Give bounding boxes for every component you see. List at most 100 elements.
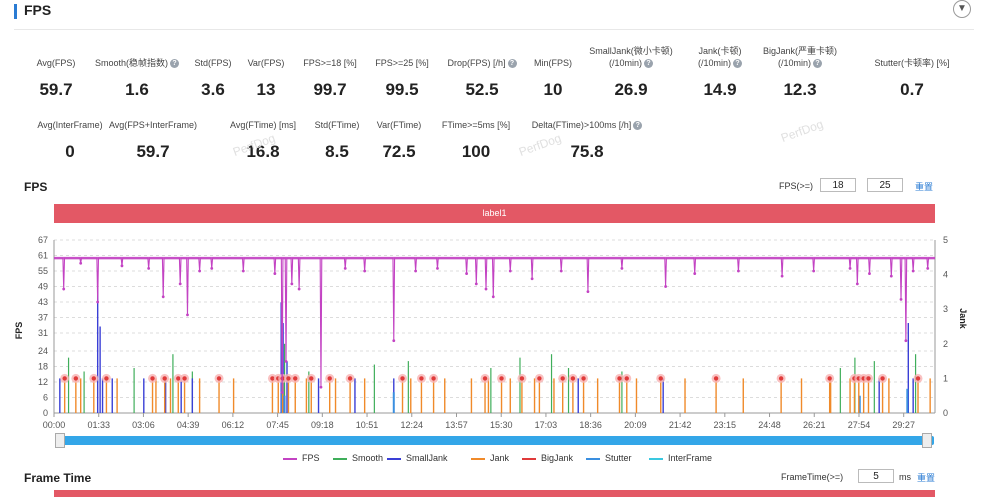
metric-label-text: Delta(FTime)>100ms [/h] (531, 120, 632, 130)
bigjank-marker (866, 376, 871, 381)
legend-item[interactable]: Stutter (586, 453, 632, 463)
x-tick-label: 26:21 (803, 420, 826, 430)
metric-label-text: Var(FPS) (247, 58, 285, 68)
frametime-threshold-input[interactable]: 5 (858, 469, 894, 483)
y-left-tick-label: 31 (38, 328, 48, 338)
bigjank-marker (537, 376, 542, 381)
metric-label: BigJank(严重卡顿) (/10min)? (730, 45, 870, 69)
bigjank-marker (519, 376, 525, 381)
bigjank-marker (419, 376, 424, 381)
x-tick-label: 29:27 (892, 420, 915, 430)
fps-point (120, 264, 124, 268)
y-right-tick-label: 4 (943, 270, 948, 280)
legend-item[interactable]: Jank (471, 453, 509, 463)
fps-point (855, 282, 859, 286)
fps-point (161, 295, 165, 299)
x-tick-label: 00:00 (43, 420, 66, 430)
time-range-slider[interactable] (58, 436, 934, 445)
metric-value: 10 (543, 80, 563, 99)
metric-label-text: Avg(FTime) [ms] (229, 120, 296, 130)
bigjank-marker (570, 376, 576, 381)
slider-handle-left[interactable] (55, 433, 65, 448)
x-tick-label: 04:39 (177, 420, 200, 430)
bigjank-marker (327, 376, 332, 381)
metric-value: 59.7 (136, 142, 170, 161)
legend-item[interactable]: InterFrame (649, 453, 712, 463)
fps-point (297, 287, 301, 291)
y-left-axis-title: FPS (14, 322, 24, 340)
section-title: FPS (24, 2, 52, 18)
metric-value: 0 (65, 142, 75, 161)
y-right-axis-title: Jank (958, 308, 968, 330)
help-icon[interactable]: ? (633, 121, 643, 131)
fps-point (280, 390, 284, 394)
fps-reset-link[interactable]: 重置 (915, 182, 934, 192)
fps-point (737, 269, 740, 273)
frametime-reset-link[interactable]: 重置 (917, 473, 936, 483)
metric-label: Drop(FPS) [/h]? (412, 57, 552, 69)
help-icon[interactable]: ? (733, 59, 742, 69)
metric-label: Avg(FPS+InterFrame) (83, 119, 223, 131)
fps-threshold-input-2[interactable]: 25 (867, 178, 903, 192)
y-left-tick-label: 24 (38, 346, 48, 356)
metric-value: 14.9 (703, 80, 737, 99)
legend-item[interactable]: BigJank (522, 453, 573, 463)
y-right-tick-label: 0 (943, 408, 948, 418)
fps-point (79, 261, 83, 265)
slider-handle-right[interactable] (922, 433, 932, 448)
fps-point (926, 267, 930, 270)
y-left-tick-label: 6 (43, 393, 48, 403)
bigjank-marker (216, 376, 222, 381)
fps-point (868, 272, 871, 275)
fps-point (664, 285, 668, 288)
legend-swatch (387, 457, 401, 460)
chevron-down-icon: ▼ (957, 3, 967, 14)
bigjank-marker (104, 376, 109, 381)
legend-item[interactable]: Smooth (333, 453, 383, 463)
x-tick-label: 07:45 (266, 420, 289, 430)
help-icon[interactable]: ? (644, 59, 653, 69)
metric-value: 59.7 (39, 80, 73, 99)
metric-label: FPS>=18 [%] (260, 57, 400, 69)
fps-point (812, 269, 816, 273)
fps-point (848, 267, 852, 270)
fps-point (319, 385, 323, 389)
metric-label: Min(FPS) (483, 57, 623, 69)
bigjank-marker (915, 376, 921, 381)
label-band[interactable]: label1 (54, 204, 935, 223)
legend-item[interactable]: FPS (283, 453, 320, 463)
legend-item[interactable]: SmallJank (387, 453, 448, 463)
metric-label-text: Jank(卡顿) (698, 46, 742, 56)
bigjank-marker (482, 376, 488, 381)
bigjank-marker (309, 376, 314, 381)
bigjank-marker (581, 376, 586, 381)
fps-point (210, 267, 214, 270)
fps-point (343, 267, 347, 270)
collapse-button[interactable]: ▼ (953, 0, 971, 18)
fps-point (147, 267, 151, 270)
metric-value: 1.6 (125, 80, 149, 99)
x-tick-label: 21:42 (669, 420, 692, 430)
legend-swatch (283, 457, 297, 460)
frametime-title: Frame Time (24, 471, 92, 485)
legend-label: BigJank (541, 453, 574, 463)
x-tick-label: 01:33 (87, 420, 110, 430)
fps-threshold-input-1[interactable]: 18 (820, 178, 856, 192)
fps-point (392, 339, 396, 343)
fps-point (620, 267, 624, 270)
metric-label-text: FPS>=18 [%] (303, 58, 357, 68)
metric-label-text: Std(FPS) (194, 58, 232, 68)
help-icon[interactable]: ? (507, 59, 517, 69)
metric-label-text: Min(FPS) (534, 58, 572, 68)
help-icon[interactable]: ? (170, 59, 179, 69)
help-icon[interactable]: ? (813, 59, 822, 69)
x-tick-label: 20:09 (624, 420, 647, 430)
metric-value: 13 (256, 80, 276, 99)
bigjank-marker (431, 376, 436, 381)
fps-point (780, 274, 784, 278)
metric-value: 12.3 (783, 80, 817, 99)
fps-point (586, 290, 590, 294)
fps-point (911, 269, 915, 273)
fps-point (889, 274, 893, 278)
